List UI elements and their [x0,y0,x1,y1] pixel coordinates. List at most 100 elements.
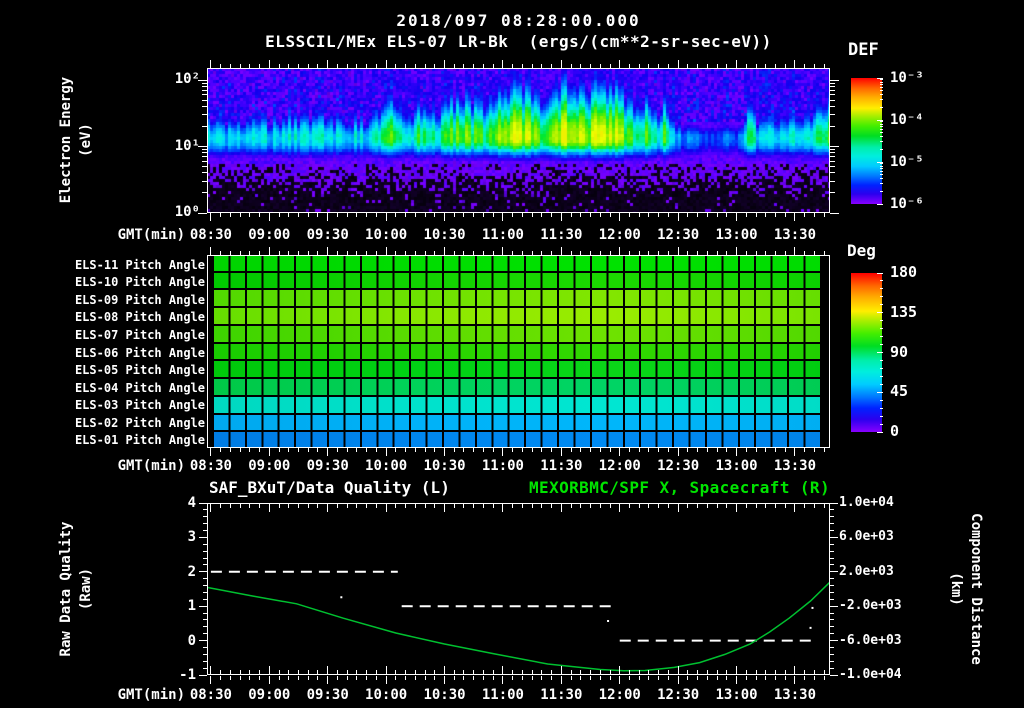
time-minor-tick [784,213,786,217]
time-minor-tick [395,448,397,452]
time-minor-tick [726,670,728,674]
time-major-tick [210,213,212,221]
time-minor-tick [706,213,708,217]
time-minor-tick [726,676,728,680]
time-minor-tick [521,504,523,508]
time-major-tick [677,448,679,456]
time-tick-label: 10:00 [365,458,408,474]
time-minor-tick [638,251,640,255]
time-minor-tick [658,213,660,217]
time-major-tick [327,213,329,221]
deg-colorbar-major-tick [877,312,883,314]
time-minor-tick [317,213,319,217]
time-minor-tick [482,213,484,217]
quality-left-minor-tick [203,523,207,525]
def-colorbar-minor-tick [880,163,883,165]
def-colorbar-minor-tick [880,90,883,92]
time-minor-tick [424,676,426,680]
quality-right-minor-tick [830,605,834,607]
def-colorbar-minor-tick [880,170,883,172]
quality-left-minor-tick [203,619,207,621]
quality-left-minor-tick [203,509,207,511]
time-minor-tick [521,64,523,68]
quality-right-minor-tick [830,543,834,545]
time-major-tick [794,247,796,255]
time-major-tick [385,448,387,456]
time-minor-tick [590,670,592,674]
deg-colorbar-minor-tick [880,375,883,377]
time-major-tick [619,60,621,68]
time-minor-tick [697,670,699,674]
quality-right-minor-tick [830,509,834,511]
time-minor-tick [482,448,484,452]
time-minor-tick [453,504,455,508]
time-minor-tick [346,504,348,508]
quality-right-tick-label: -2.0e+03 [839,598,902,614]
time-tick-label: 12:30 [657,458,700,474]
energy-minor-tick [830,180,835,182]
time-minor-tick [638,676,640,680]
time-minor-tick [774,213,776,217]
time-minor-tick [755,448,757,452]
time-minor-tick [765,670,767,674]
def-colorbar-minor-tick [880,81,883,83]
time-minor-tick [580,251,582,255]
quality-title-right: MEXORBMC/SPF X, Spacecraft (R) [529,478,830,497]
time-minor-tick [658,448,660,452]
time-minor-tick [492,64,494,68]
page-title-datetime: 2018/097 08:28:00.000 [396,11,641,30]
quality-left-minor-tick [203,564,207,566]
time-tick-label: 13:00 [715,458,758,474]
quality-right-major-tick [830,674,838,676]
time-minor-tick [336,251,338,255]
quality-right-minor-tick [830,585,834,587]
time-major-tick [502,504,504,512]
def-colorbar-minor-tick [880,190,883,192]
time-minor-tick [336,670,338,674]
time-minor-tick [278,504,280,508]
quality-right-minor-tick [830,612,834,614]
time-major-tick [210,666,212,674]
time-minor-tick [697,676,699,680]
time-minor-tick [453,676,455,680]
time-minor-tick [317,448,319,452]
quality-distance-plot [207,570,830,672]
time-minor-tick [580,676,582,680]
time-minor-tick [298,251,299,255]
time-minor-tick [521,448,523,452]
time-minor-tick [239,670,241,674]
time-minor-tick [434,64,436,68]
quality-left-minor-tick [203,653,207,655]
time-minor-tick [648,670,650,674]
time-minor-tick [492,670,494,674]
time-minor-tick [239,504,241,508]
quality-y-axis-label-right-line1: Component Distance [968,513,984,665]
time-major-tick [736,504,738,512]
def-colorbar [851,78,882,204]
time-minor-tick [395,64,397,68]
time-minor-tick [375,251,377,255]
time-minor-tick [375,670,377,674]
time-major-tick [268,504,270,512]
time-minor-tick [259,504,261,508]
def-colorbar-minor-tick [880,126,883,127]
time-minor-tick [531,504,533,508]
energy-minor-tick [830,105,835,107]
energy-minor-tick [202,180,207,182]
def-colorbar-title: DEF [848,40,879,60]
time-minor-tick [229,448,231,452]
time-tick-label: 10:00 [365,687,408,703]
time-minor-tick [259,670,261,674]
def-colorbar-minor-tick [880,121,883,123]
spectrogram-title: ELSSCIL/MEx ELS-07 LR-Bk (ergs/(cm**2-sr… [265,32,772,51]
quality-left-tick-label: 1 [187,598,196,615]
time-minor-tick [628,251,630,255]
def-colorbar-major-tick [877,119,883,121]
time-major-tick [677,60,679,68]
time-minor-tick [541,213,543,217]
quality-right-minor-tick [830,667,834,669]
time-minor-tick [482,504,484,508]
time-minor-tick [658,64,660,68]
quality-left-minor-tick [203,667,207,669]
deg-colorbar-minor-tick [880,399,883,401]
